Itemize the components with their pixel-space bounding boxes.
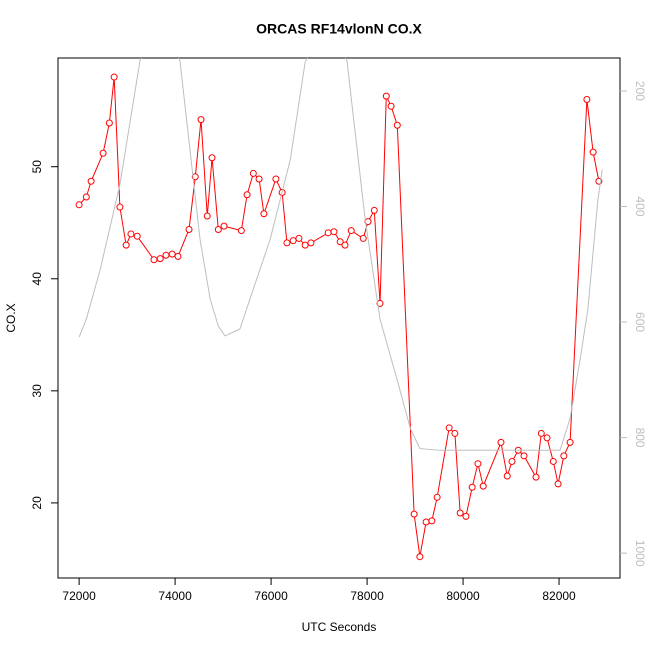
data-point: [532, 473, 540, 481]
y-tick-label: 30: [30, 384, 44, 398]
y-tick-label: 40: [30, 272, 44, 286]
x-axis-label: UTC Seconds: [302, 620, 377, 634]
data-point: [503, 472, 511, 480]
data-point: [289, 237, 297, 245]
y2-tick-label: 400: [633, 196, 647, 216]
data-point: [428, 517, 436, 525]
data-point: [272, 175, 280, 183]
data-point: [133, 232, 141, 240]
data-point: [359, 234, 367, 242]
data-point: [330, 228, 338, 236]
data-point: [174, 252, 182, 260]
data-point: [589, 148, 597, 156]
data-point: [283, 239, 291, 247]
series-line: [78, 58, 603, 451]
data-point: [162, 251, 170, 259]
data-point: [191, 173, 199, 181]
data-point: [554, 480, 562, 488]
data-point: [410, 510, 418, 518]
y2-tick-label: 200: [633, 81, 647, 101]
data-point: [416, 553, 424, 561]
data-point: [220, 222, 228, 230]
data-point: [301, 241, 309, 249]
data-point: [156, 255, 164, 263]
y2-tick-label: 800: [633, 428, 647, 448]
series-line: [78, 76, 600, 557]
data-point: [307, 239, 315, 247]
data-point: [549, 457, 557, 465]
data-point: [237, 227, 245, 235]
data-point: [543, 434, 551, 442]
data-point: [82, 193, 90, 201]
data-point: [249, 169, 257, 177]
data-point: [197, 116, 205, 124]
y-tick-label: 20: [30, 496, 44, 510]
data-point: [150, 256, 158, 264]
x-tick-label: 82000: [542, 589, 576, 603]
data-point: [295, 234, 303, 242]
data-point: [105, 119, 113, 127]
data-point: [583, 95, 591, 103]
data-point: [214, 225, 222, 233]
y2-tick-label: 600: [633, 312, 647, 332]
plot-frame: [57, 57, 621, 579]
x-tick-label: 72000: [62, 589, 96, 603]
data-point: [122, 241, 130, 249]
data-point: [451, 429, 459, 437]
data-point: [99, 149, 107, 157]
x-tick-label: 74000: [158, 589, 192, 603]
data-point: [560, 452, 568, 460]
data-point: [341, 241, 349, 249]
data-point: [566, 438, 574, 446]
data-point: [422, 518, 430, 526]
y2-tick-label: 1000: [633, 540, 647, 567]
data-point: [508, 457, 516, 465]
data-point: [87, 177, 95, 185]
x-tick-label: 80000: [446, 589, 480, 603]
data-point: [468, 483, 476, 491]
data-point: [537, 429, 545, 437]
data-point: [474, 460, 482, 468]
y-axis-label: CO.X: [4, 303, 18, 332]
data-point: [185, 225, 193, 233]
data-point: [445, 424, 453, 432]
data-point: [255, 175, 263, 183]
data-point: [168, 250, 176, 258]
data-point: [497, 438, 505, 446]
data-point: [260, 210, 268, 218]
data-point: [324, 229, 332, 237]
data-point: [382, 92, 390, 100]
chart-title: ORCAS RF14vlonN CO.X: [256, 21, 422, 37]
data-point: [393, 121, 401, 129]
data-point: [116, 203, 124, 211]
data-point: [243, 191, 251, 199]
data-point: [110, 73, 118, 81]
data-point: [336, 238, 344, 246]
data-point: [433, 493, 441, 501]
data-point: [479, 482, 487, 490]
data-point: [370, 206, 378, 214]
data-point: [387, 102, 395, 110]
data-point: [208, 154, 216, 162]
data-point: [75, 201, 83, 209]
data-point: [203, 212, 211, 220]
data-point: [127, 230, 135, 238]
data-point: [347, 227, 355, 235]
y-tick-label: 50: [30, 160, 44, 174]
plot-area: [75, 58, 603, 561]
x-tick-label: 76000: [254, 589, 288, 603]
x-tick-label: 78000: [350, 589, 384, 603]
data-point: [462, 512, 470, 520]
data-point: [456, 509, 464, 517]
data-point: [376, 299, 384, 307]
data-point: [520, 452, 528, 460]
